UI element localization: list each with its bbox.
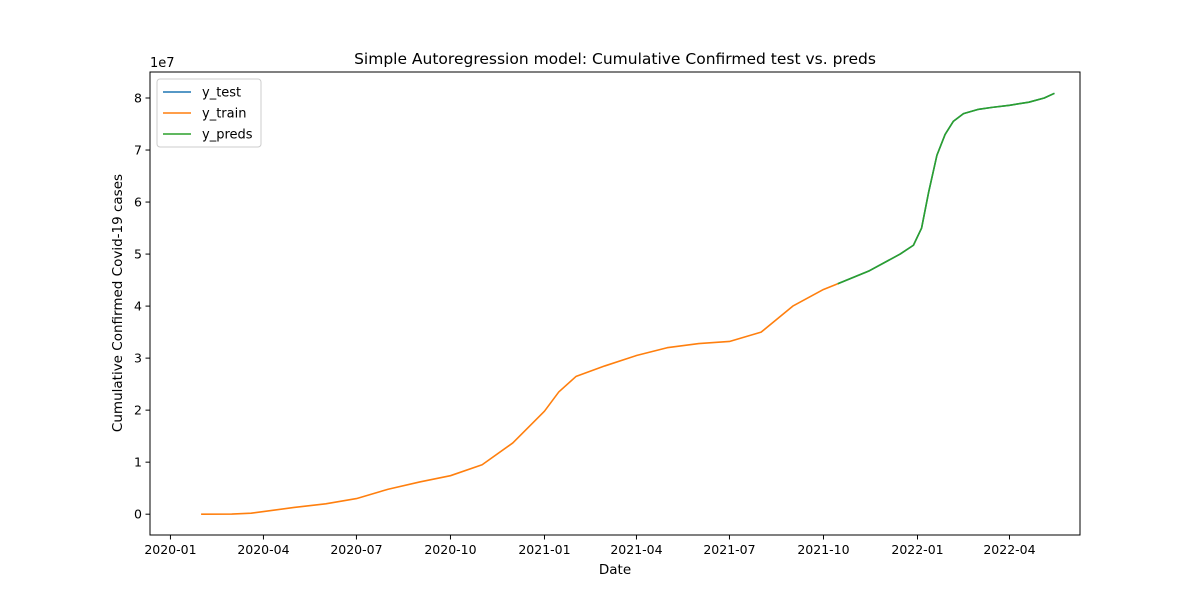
legend-label-y_preds: y_preds	[202, 128, 253, 143]
y-tick-label: 6	[134, 195, 142, 210]
y-tick-label: 1	[134, 455, 142, 470]
x-tick-label: 2022-04	[983, 542, 1035, 557]
plot-area	[149, 71, 1081, 536]
y-tick-label: 0	[134, 507, 142, 522]
x-tick-label: 2021-01	[518, 542, 570, 557]
axes-frame	[149, 71, 1081, 536]
y-tick-label: 4	[134, 299, 142, 314]
x-tick-label: 2021-10	[797, 542, 849, 557]
y-offset-label: 1e7	[150, 56, 175, 71]
x-tick-label: 2021-04	[610, 542, 662, 557]
legend-box	[156, 78, 262, 148]
chart-title: Simple Autoregression model: Cumulative …	[354, 50, 876, 68]
x-tick-label: 2020-01	[144, 542, 196, 557]
x-tick-label: 2020-04	[237, 542, 289, 557]
x-axis-label: Date	[599, 562, 631, 578]
legend: y_test y_train y_preds	[156, 78, 262, 148]
legend-label-y_train: y_train	[202, 107, 246, 122]
legend-label-y_test: y_test	[202, 86, 241, 101]
series-line-y_preds	[837, 92, 1055, 285]
x-tick-label: 2022-01	[891, 542, 943, 557]
y-tick-label: 5	[134, 247, 142, 262]
series-layer	[201, 92, 1055, 515]
y-axis: 0 1 2 3 4 5 6 7 8	[134, 91, 150, 522]
x-tick-label: 2020-10	[424, 542, 476, 557]
y-tick-label: 8	[134, 91, 142, 106]
y-tick-label: 2	[134, 403, 142, 418]
y-tick-label: 7	[134, 143, 142, 158]
y-tick-label: 3	[134, 351, 142, 366]
x-tick-label: 2021-07	[703, 542, 755, 557]
x-tick-label: 2020-07	[330, 542, 382, 557]
y-axis-label: Cumulative Confirmed Covid-19 cases	[110, 174, 126, 432]
series-line-y_train	[201, 282, 839, 515]
x-axis: 2020-01 2020-04 2020-07 2020-10 2021-01 2021-…	[144, 535, 1036, 557]
